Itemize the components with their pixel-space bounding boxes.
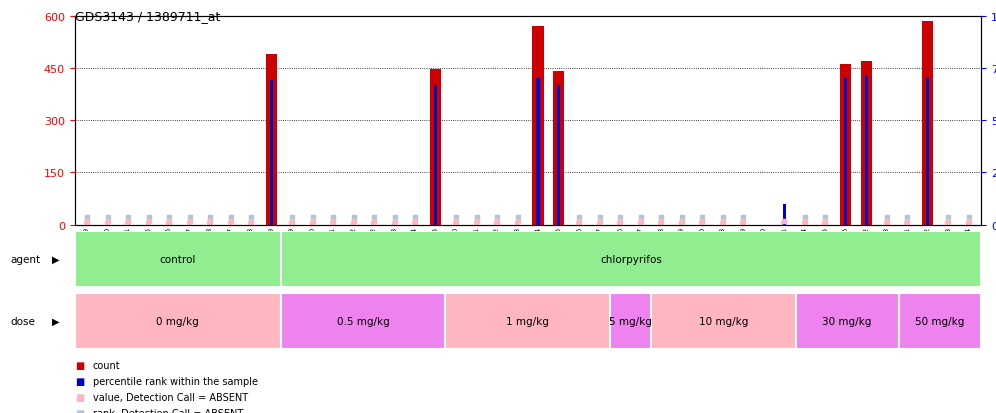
Bar (186, 222, 192, 225)
Bar (802, 222, 808, 225)
Text: ■: ■ (75, 392, 84, 402)
Bar (85, 222, 90, 225)
Bar (430, 69, 441, 225)
Bar (926, 79, 929, 225)
Text: rank, Detection Call = ABSENT: rank, Detection Call = ABSENT (93, 408, 243, 413)
Bar (922, 22, 933, 225)
Bar (823, 222, 828, 225)
Bar (865, 76, 868, 225)
Bar (105, 222, 111, 225)
Bar (494, 222, 500, 225)
Bar (844, 79, 848, 225)
Text: 1 mg/kg: 1 mg/kg (506, 316, 550, 326)
Text: ■: ■ (75, 361, 84, 370)
Bar (310, 222, 316, 225)
Bar (207, 222, 213, 225)
Text: count: count (93, 361, 121, 370)
Bar (75, 231, 281, 287)
Text: chlorpyrifos: chlorpyrifos (600, 254, 661, 264)
Bar (453, 222, 459, 225)
Bar (289, 222, 295, 225)
Bar (898, 293, 981, 349)
Text: 10 mg/kg: 10 mg/kg (699, 316, 748, 326)
Bar (270, 81, 273, 225)
Bar (699, 222, 705, 225)
Bar (75, 293, 281, 349)
Text: 30 mg/kg: 30 mg/kg (823, 316, 872, 326)
Bar (557, 86, 561, 225)
Text: ■: ■ (75, 376, 84, 386)
Text: 0 mg/kg: 0 mg/kg (156, 316, 199, 326)
Bar (840, 64, 852, 225)
Bar (577, 222, 582, 225)
Bar (372, 222, 376, 225)
Bar (125, 222, 130, 225)
Bar (281, 231, 981, 287)
Bar (637, 222, 643, 225)
Text: value, Detection Call = ABSENT: value, Detection Call = ABSENT (93, 392, 248, 402)
Bar (720, 222, 725, 225)
Bar (783, 204, 786, 225)
Bar (597, 222, 603, 225)
Text: 0.5 mg/kg: 0.5 mg/kg (337, 316, 389, 326)
Bar (474, 222, 479, 225)
Bar (537, 79, 540, 225)
Bar (904, 222, 910, 225)
Bar (75, 225, 981, 246)
Bar (248, 222, 254, 225)
Text: 5 mg/kg: 5 mg/kg (610, 316, 652, 326)
Bar (796, 293, 898, 349)
Bar (883, 222, 889, 225)
Bar (266, 55, 277, 225)
Bar (618, 222, 622, 225)
Bar (166, 222, 172, 225)
Bar (281, 293, 445, 349)
Text: percentile rank within the sample: percentile rank within the sample (93, 376, 258, 386)
Bar (533, 27, 544, 225)
Text: ▶: ▶ (52, 316, 60, 326)
Bar (434, 86, 437, 225)
Bar (412, 222, 418, 225)
Bar (658, 222, 664, 225)
Bar (611, 293, 651, 349)
Bar (945, 222, 951, 225)
Bar (553, 72, 565, 225)
Bar (228, 222, 233, 225)
Bar (679, 222, 684, 225)
Text: dose: dose (10, 316, 35, 326)
Text: GDS3143 / 1389711_at: GDS3143 / 1389711_at (75, 10, 220, 23)
Bar (331, 222, 336, 225)
Bar (966, 222, 971, 225)
Bar (861, 62, 872, 225)
Text: ▶: ▶ (52, 254, 60, 264)
Bar (515, 222, 521, 225)
Text: agent: agent (10, 254, 40, 264)
Bar (145, 222, 151, 225)
Bar (391, 222, 397, 225)
Text: 50 mg/kg: 50 mg/kg (915, 316, 964, 326)
Bar (445, 293, 611, 349)
Bar (782, 222, 787, 225)
Bar (651, 293, 796, 349)
Text: ■: ■ (75, 408, 84, 413)
Text: control: control (159, 254, 196, 264)
Bar (351, 222, 357, 225)
Bar (740, 222, 746, 225)
